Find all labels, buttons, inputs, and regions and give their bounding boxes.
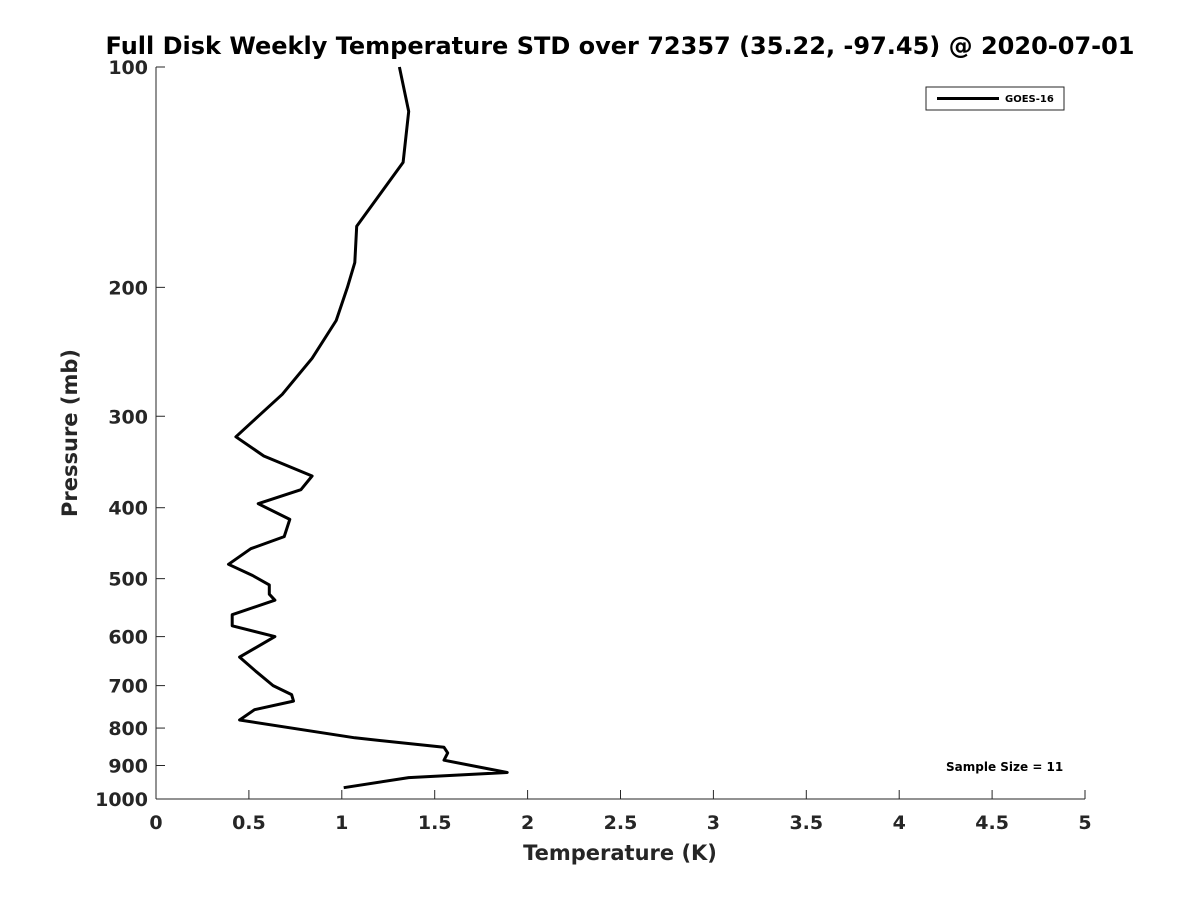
x-tick-label: 0 xyxy=(149,812,162,834)
y-tick-label: 600 xyxy=(108,627,148,649)
x-tick-label: 4.5 xyxy=(975,812,1009,834)
x-tick-label: 1 xyxy=(335,812,348,834)
x-tick-label: 2 xyxy=(521,812,534,834)
plot-area xyxy=(156,67,1085,799)
y-tick-label: 700 xyxy=(108,676,148,698)
x-tick-label: 3.5 xyxy=(789,812,823,834)
x-tick-label: 2.5 xyxy=(604,812,638,834)
y-tick-label: 500 xyxy=(108,569,148,591)
x-tick-label: 4 xyxy=(893,812,906,834)
x-axis-label: Temperature (K) xyxy=(523,841,717,865)
x-tick-label: 5 xyxy=(1078,812,1091,834)
legend-label-goes-16: GOES-16 xyxy=(1005,94,1054,105)
x-tick-label: 1.5 xyxy=(418,812,452,834)
axis-ticks: 0 0.5 1 1.5 2 2.5 3 3.5 4 4.5 5 100 200 300 400 500 600 7… xyxy=(95,57,1092,834)
y-tick-label: 200 xyxy=(108,277,148,299)
y-tick-label: 100 xyxy=(108,57,148,79)
y-tick-label: 800 xyxy=(108,718,148,740)
series-line-goes-16 xyxy=(227,66,509,790)
y-tick-label: 400 xyxy=(108,498,148,520)
legend: GOES-16 xyxy=(925,86,1065,111)
y-axis-label: Pressure (mb) xyxy=(58,349,82,517)
x-tick-label: 3 xyxy=(707,812,720,834)
chart-title: Full Disk Weekly Temperature STD over 72… xyxy=(106,32,1135,60)
y-tick-label: 900 xyxy=(108,756,148,778)
y-tick-label: 300 xyxy=(108,406,148,428)
x-tick-label: 0.5 xyxy=(232,812,266,834)
sample-size-annotation: Sample Size = 11 xyxy=(946,760,1063,774)
y-tick-label: 1000 xyxy=(95,789,148,811)
